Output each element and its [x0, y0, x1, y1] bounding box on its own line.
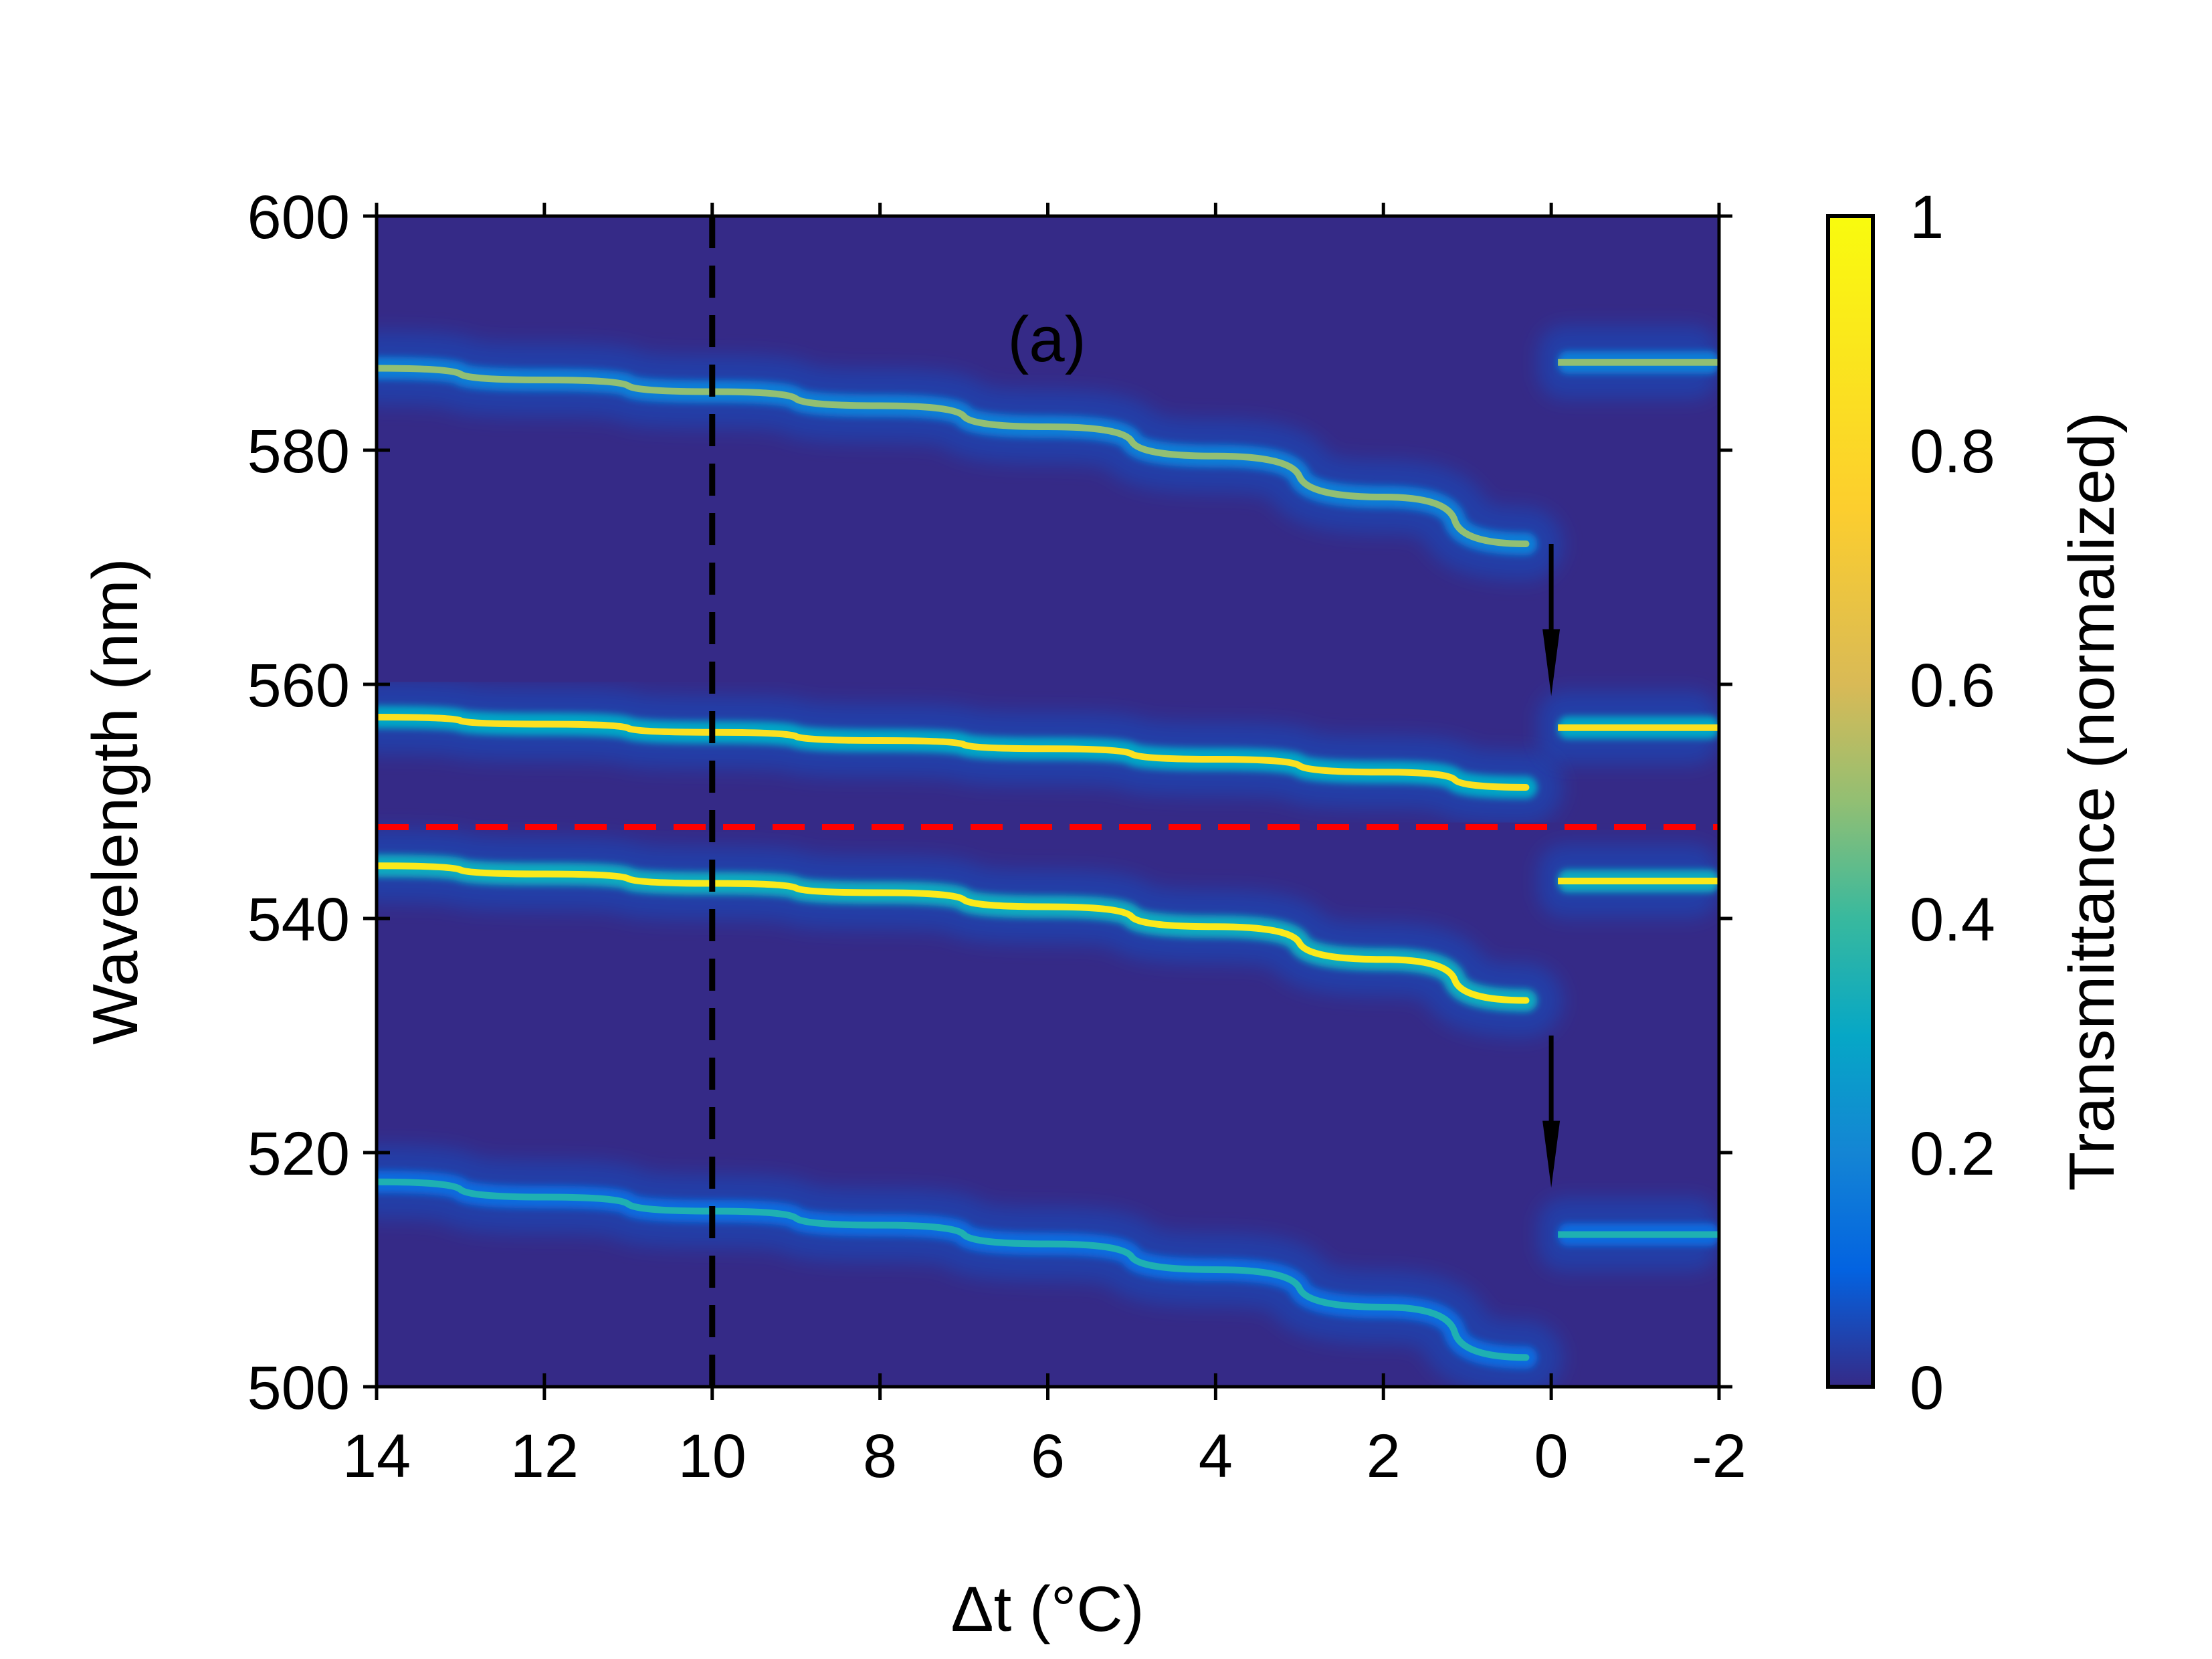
x-tick-label: 14: [342, 1422, 411, 1490]
colorbar-tick-label: 0.2: [1910, 1120, 1995, 1188]
y-tick-label: 560: [247, 652, 350, 720]
panel-label: (a): [1007, 304, 1086, 375]
y-axis-label: Wavelength (nm): [80, 558, 151, 1044]
colorbar-ticks: 0 0.2 0.4 0.6 0.8 1: [1910, 183, 1995, 1422]
x-tick-label: 2: [1367, 1422, 1401, 1490]
colorbar-tick-label: 0: [1910, 1354, 1944, 1422]
x-axis-ticks: 14 12 10 8 6 4 2 0 -2: [342, 203, 1746, 1490]
x-tick-label: 12: [510, 1422, 579, 1490]
band-4-line: [377, 1178, 1530, 1361]
arrow-2-head: [1542, 1120, 1561, 1188]
band-1-line: [377, 365, 1530, 547]
x-tick-label: 8: [863, 1422, 897, 1490]
arrow-1-head: [1542, 629, 1561, 696]
x-tick-label: 6: [1031, 1422, 1065, 1490]
band-2-line: [377, 714, 1530, 791]
x-tick-label: 10: [678, 1422, 746, 1490]
colorbar-tick-label: 0.8: [1910, 417, 1995, 486]
y-axis-ticks: 500 520 540 560 580 600: [247, 183, 1732, 1422]
y-tick-label: 540: [247, 886, 350, 954]
colorbar-label: Transmittance (normalized): [2056, 412, 2128, 1191]
band-3-line: [377, 862, 1530, 1004]
colorbar: [1826, 214, 1875, 1389]
colorbar-tick-label: 1: [1910, 183, 1944, 252]
colorbar-tick-label: 0.4: [1910, 886, 1995, 954]
x-axis-label: Δt (°C): [950, 1573, 1144, 1645]
colorbar-tick-label: 0.6: [1910, 652, 1995, 720]
x-tick-label: 4: [1199, 1422, 1233, 1490]
x-tick-label: -2: [1692, 1422, 1746, 1490]
y-tick-label: 580: [247, 417, 350, 486]
transmission-bands: [377, 325, 1719, 1387]
y-tick-label: 520: [247, 1120, 350, 1188]
annotations: [377, 216, 1719, 1387]
y-tick-label: 500: [247, 1354, 350, 1422]
y-tick-label: 600: [247, 183, 350, 252]
x-tick-label: 0: [1534, 1422, 1569, 1490]
